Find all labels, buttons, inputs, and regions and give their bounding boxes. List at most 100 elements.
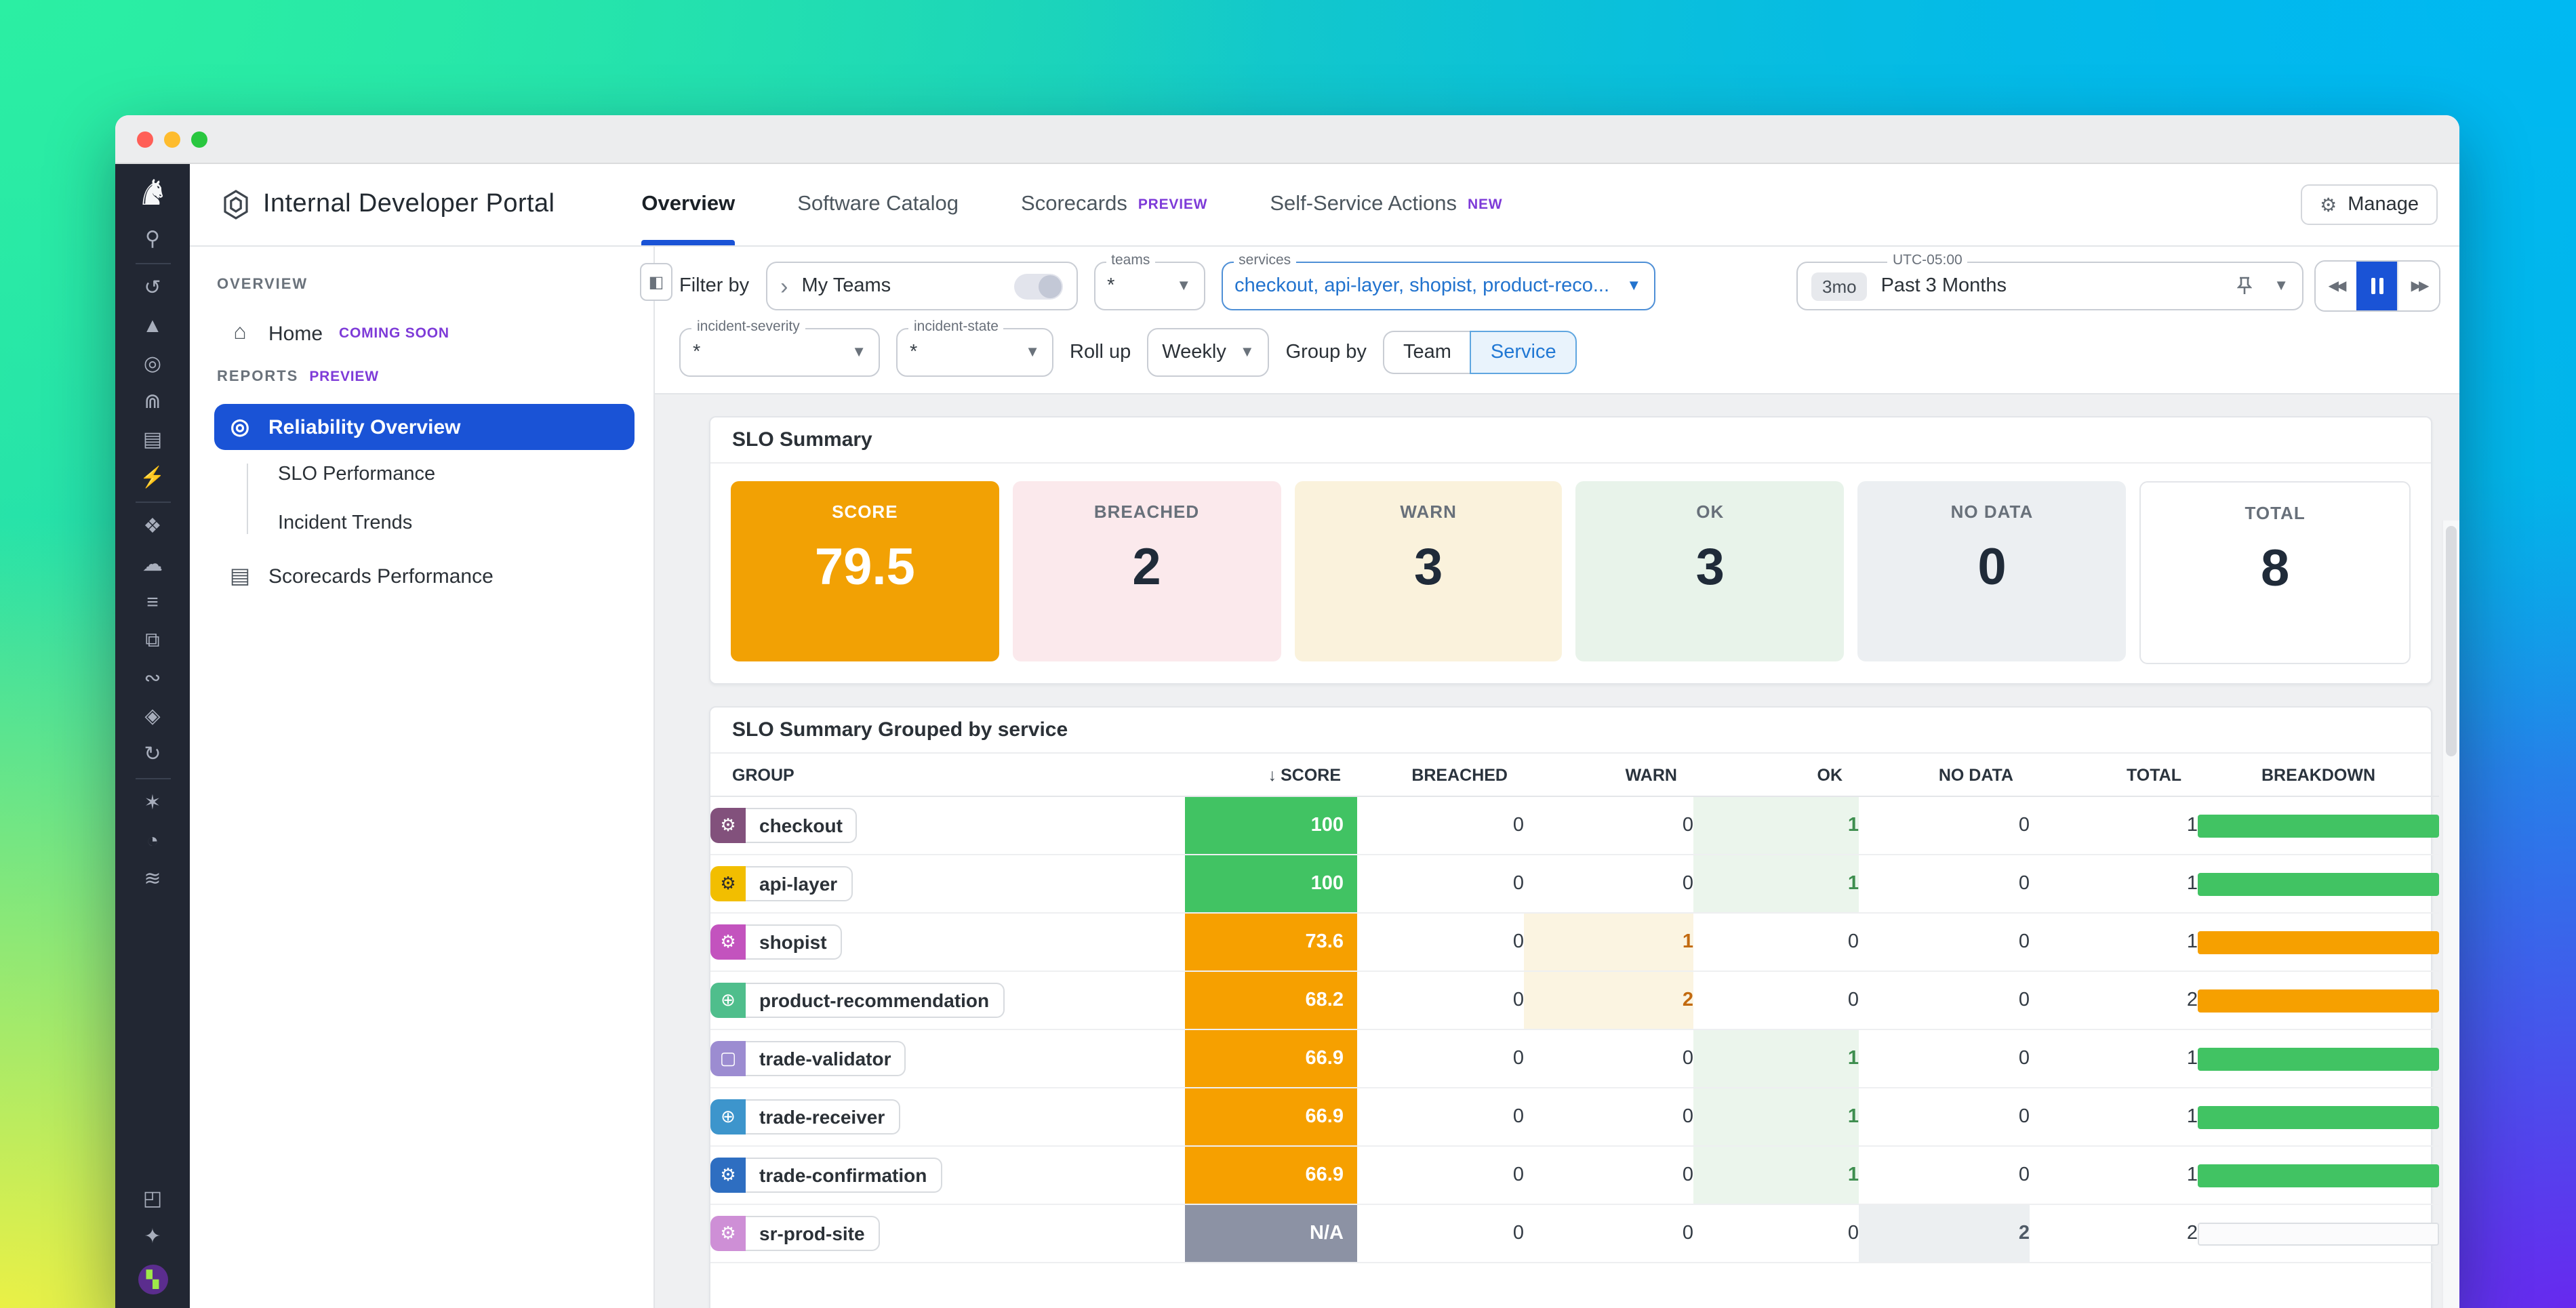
- sidebar-item-home[interactable]: ⌂ Home COMING SOON: [214, 312, 635, 355]
- column-header-group[interactable]: GROUP: [710, 754, 1185, 796]
- column-header-total[interactable]: TOTAL: [2030, 754, 2198, 796]
- scrollbar-thumb[interactable]: [2446, 526, 2457, 756]
- warn-value: 0: [1683, 1223, 1693, 1244]
- manage-button[interactable]: ⚙ Manage: [2301, 184, 2438, 225]
- nav-tab[interactable]: Software Catalog: [797, 164, 959, 245]
- column-header-breakdown: BREAKDOWN: [2198, 754, 2439, 796]
- table-row[interactable]: ⚙ api-layer 100 0 0 1: [710, 855, 2439, 913]
- monitor-gauge-icon[interactable]: ◔: [136, 831, 169, 851]
- fast-forward-button[interactable]: ▶▶: [2397, 262, 2439, 310]
- grouped-table-title: SLO Summary Grouped by service: [710, 708, 2431, 754]
- table-row[interactable]: ▢ trade-validator 66.9 0 0 1: [710, 1029, 2439, 1088]
- service-chip[interactable]: ⚙ shopist: [710, 924, 842, 960]
- pin-icon[interactable]: [2237, 277, 2252, 295]
- logs-icon[interactable]: ≡: [136, 592, 169, 613]
- sidebar-subitem[interactable]: Incident Trends: [278, 512, 635, 534]
- log-search-icon[interactable]: ≋: [136, 869, 169, 889]
- table-row[interactable]: ⚙ sr-prod-site N/A 0 0 0: [710, 1204, 2439, 1263]
- infrastructure-hexagons-icon[interactable]: ❖: [136, 516, 169, 537]
- chevron-down-icon: ▼: [851, 344, 866, 361]
- service-name: checkout: [746, 808, 858, 843]
- sidebar-item-reliability-overview[interactable]: ◎ Reliability Overview: [214, 404, 635, 450]
- watchdog-binoculars-icon[interactable]: ⋒: [136, 392, 169, 412]
- ok-value: 1: [1848, 873, 1859, 895]
- incident-state-select[interactable]: incident-state * ▼: [896, 328, 1053, 377]
- security-shield-icon[interactable]: ◈: [136, 706, 169, 727]
- my-teams-control[interactable]: › My Teams: [765, 262, 1077, 310]
- services-filter-select[interactable]: services checkout, api-layer, shopist, p…: [1221, 262, 1655, 310]
- bits-ai-dog-avatar[interactable]: ▚: [138, 1265, 167, 1294]
- service-chip[interactable]: ⚙ api-layer: [710, 866, 852, 901]
- datadog-dog-logo[interactable]: ♞: [137, 175, 169, 210]
- table-row[interactable]: ⊕ product-recommendation 68.2 0 2 0: [710, 971, 2439, 1029]
- scrollbar[interactable]: [2442, 520, 2459, 1308]
- nav-tab[interactable]: Self-Service Actions NEW: [1270, 164, 1502, 245]
- ok-value: 1: [1848, 1048, 1859, 1069]
- ci-sync-icon[interactable]: ↻: [136, 744, 169, 764]
- toggle-knob: [1038, 274, 1061, 298]
- integrations-puzzle-icon[interactable]: ◰: [136, 1189, 169, 1209]
- pause-button[interactable]: [2356, 262, 2397, 310]
- warn-value: 0: [1683, 1048, 1693, 1069]
- groupby-option[interactable]: Service: [1470, 331, 1577, 374]
- service-connections-icon[interactable]: ∾: [136, 668, 169, 689]
- service-chip[interactable]: ⚙ checkout: [710, 808, 858, 843]
- nodata-value: 0: [2019, 1106, 2030, 1128]
- nav-tab[interactable]: Overview: [641, 164, 735, 245]
- nav-tab[interactable]: Scorecards PREVIEW: [1021, 164, 1207, 245]
- zoom-window-button[interactable]: [191, 131, 207, 147]
- history-icon[interactable]: ↺: [136, 278, 169, 298]
- service-name: api-layer: [746, 866, 852, 901]
- groupby-option[interactable]: Team: [1383, 331, 1470, 374]
- breakdown-bar: [2198, 931, 2439, 954]
- table-row[interactable]: ⊕ trade-receiver 66.9 0 0 1: [710, 1088, 2439, 1146]
- table-row[interactable]: ⚙ shopist 73.6 0 1 0: [710, 913, 2439, 971]
- breakdown-bar: [2198, 1047, 2439, 1070]
- home-icon: ⌂: [228, 321, 252, 346]
- column-header-ok[interactable]: OK: [1693, 754, 1859, 796]
- collapse-sidebar-button[interactable]: ◧: [640, 263, 672, 301]
- table-row[interactable]: ⚙ checkout 100 0 0 1: [710, 796, 2439, 855]
- gears-icon: ⚙: [710, 866, 746, 901]
- column-header-score[interactable]: ↓SCORE: [1185, 754, 1357, 796]
- metrics-chart-icon[interactable]: ▲: [136, 316, 169, 336]
- service-chip[interactable]: ⚙ sr-prod-site: [710, 1216, 880, 1251]
- service-chip[interactable]: ▢ trade-validator: [710, 1041, 906, 1076]
- column-header-breached[interactable]: BREACHED: [1357, 754, 1524, 796]
- slo-target-icon[interactable]: ◎: [136, 354, 169, 374]
- bits-ai-sparkles-icon[interactable]: ✦: [136, 1227, 169, 1247]
- service-name: trade-confirmation: [746, 1158, 942, 1193]
- minimize-window-button[interactable]: [164, 131, 180, 147]
- timezone-label: UTC-05:00: [1887, 252, 1968, 268]
- tab-badge: NEW: [1468, 197, 1502, 213]
- groupby-label: Group by: [1286, 342, 1367, 363]
- rail-divider: [135, 778, 170, 779]
- service-chip[interactable]: ⊕ product-recommendation: [710, 983, 1004, 1018]
- chevron-down-icon: ▼: [1626, 278, 1641, 294]
- column-header-nodata[interactable]: NO DATA: [1859, 754, 2030, 796]
- code-bug-icon[interactable]: ✶: [136, 793, 169, 813]
- sidebar-subitem[interactable]: SLO Performance: [278, 464, 635, 485]
- cloud-cost-icon[interactable]: ☁: [136, 554, 169, 575]
- score-cell: 100: [1185, 797, 1357, 854]
- rewind-button[interactable]: ◀◀: [2316, 262, 2356, 310]
- software-catalog-layers-icon[interactable]: ▤: [136, 430, 169, 450]
- column-header-warn[interactable]: WARN: [1524, 754, 1693, 796]
- service-chip[interactable]: ⊕ trade-receiver: [710, 1099, 900, 1135]
- teams-filter-select[interactable]: teams * ▼: [1093, 262, 1205, 310]
- search-icon[interactable]: ⚲: [136, 229, 169, 249]
- sidebar-item-scorecards-performance[interactable]: ▤ Scorecards Performance: [214, 553, 635, 599]
- service-chip[interactable]: ⚙ trade-confirmation: [710, 1158, 942, 1193]
- workflows-windows-icon[interactable]: ⧉: [136, 630, 169, 651]
- lightning-icon[interactable]: ⚡: [136, 468, 169, 488]
- time-range-picker[interactable]: UTC-05:00 3mo Past 3 Months: [1796, 262, 2303, 310]
- incident-severity-select[interactable]: incident-severity * ▼: [679, 328, 880, 377]
- close-window-button[interactable]: [137, 131, 153, 147]
- duration-chip: 3mo: [1811, 272, 1868, 300]
- service-name: sr-prod-site: [746, 1216, 880, 1251]
- my-teams-toggle[interactable]: [1013, 273, 1062, 299]
- rollup-select[interactable]: Weekly ▼: [1147, 328, 1269, 377]
- service-name: trade-validator: [746, 1041, 906, 1076]
- nodata-value: 2: [2019, 1223, 2030, 1244]
- table-row[interactable]: ⚙ trade-confirmation 66.9 0 0 1: [710, 1146, 2439, 1204]
